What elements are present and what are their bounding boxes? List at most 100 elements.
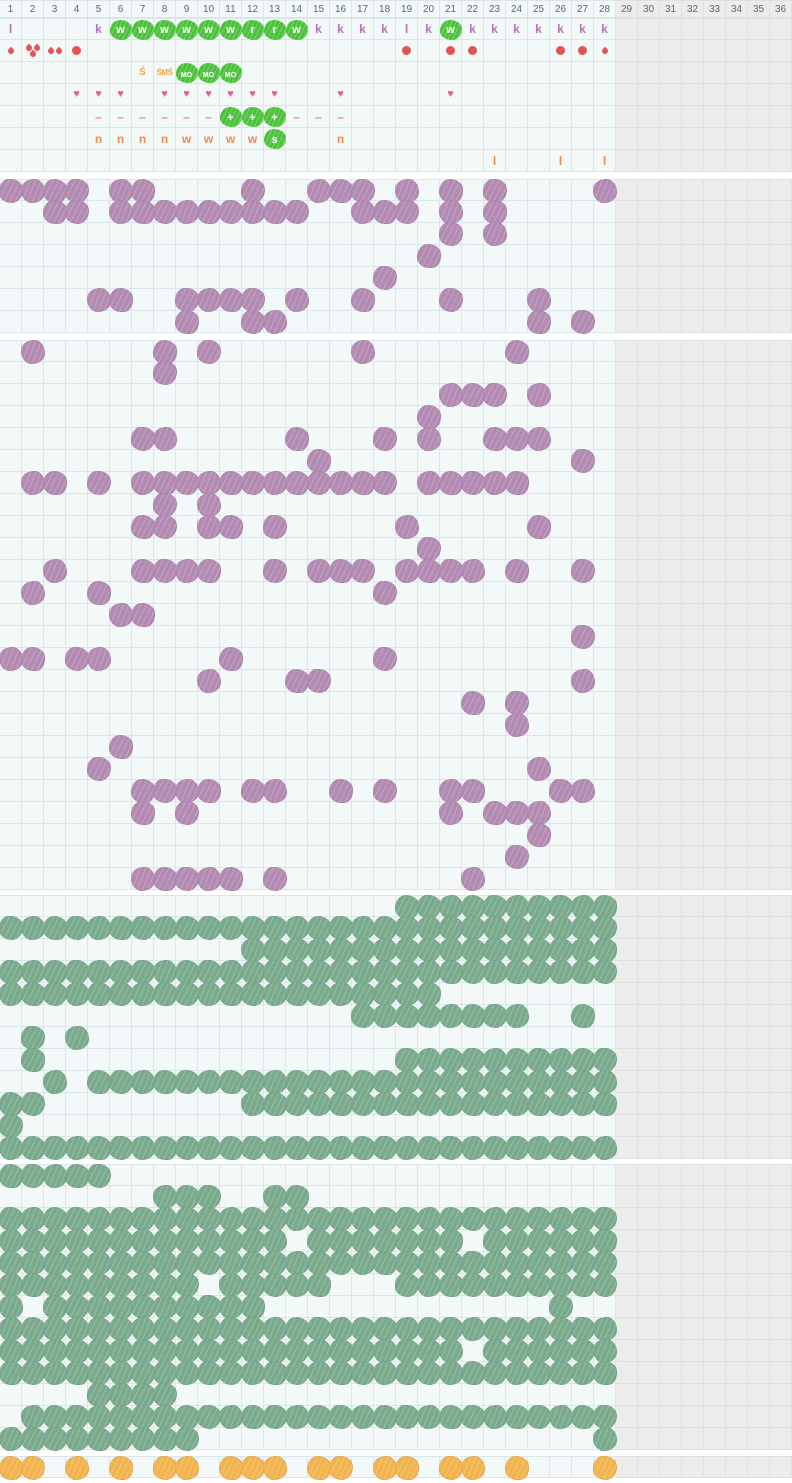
day-cell[interactable] <box>770 961 792 983</box>
day-cell[interactable] <box>132 406 154 428</box>
day-cell[interactable] <box>110 626 132 648</box>
day-cell[interactable] <box>418 1456 440 1478</box>
day-cell[interactable] <box>110 714 132 736</box>
day-cell[interactable] <box>704 626 726 648</box>
day-cell[interactable] <box>682 1164 704 1186</box>
day-cell[interactable] <box>328 915 354 941</box>
day-cell[interactable] <box>262 1338 288 1364</box>
day-cell[interactable] <box>154 736 176 758</box>
day-cell[interactable] <box>42 1135 68 1161</box>
day-cell[interactable] <box>506 538 528 560</box>
day-cell[interactable] <box>550 983 572 1005</box>
day-cell[interactable] <box>550 1027 572 1049</box>
day-cell[interactable] <box>548 1316 574 1342</box>
day-cell[interactable] <box>328 1069 354 1095</box>
day-cell[interactable]: ♥ <box>66 84 88 106</box>
day-cell[interactable] <box>130 800 156 826</box>
day-cell[interactable] <box>64 1426 90 1452</box>
day-cell[interactable] <box>460 866 486 892</box>
day-cell[interactable] <box>482 1003 508 1029</box>
day-cell[interactable] <box>726 1252 748 1274</box>
day-cell[interactable] <box>110 384 132 406</box>
day-cell[interactable] <box>198 895 220 917</box>
day-cell[interactable] <box>22 406 44 428</box>
day-cell[interactable] <box>704 450 726 472</box>
day-cell[interactable]: k <box>550 18 572 40</box>
day-cell[interactable] <box>550 84 572 106</box>
day-cell[interactable] <box>396 223 418 245</box>
day-cell[interactable] <box>726 516 748 538</box>
day-cell[interactable] <box>374 516 396 538</box>
day-cell[interactable] <box>86 1069 112 1095</box>
day-cell[interactable] <box>396 128 418 150</box>
day-cell[interactable] <box>682 311 704 333</box>
day-cell[interactable] <box>460 894 486 920</box>
day-cell[interactable] <box>682 538 704 560</box>
day-cell[interactable] <box>418 780 440 802</box>
day-cell[interactable] <box>484 1027 506 1049</box>
day-cell[interactable] <box>396 84 418 106</box>
day-cell[interactable] <box>440 1115 462 1137</box>
day-cell[interactable] <box>198 384 220 406</box>
day-cell[interactable] <box>504 844 530 870</box>
day-cell[interactable] <box>240 199 266 225</box>
day-cell[interactable] <box>550 311 572 333</box>
day-cell[interactable] <box>0 1384 22 1406</box>
day-cell[interactable] <box>330 1027 352 1049</box>
day-cell[interactable] <box>572 62 594 84</box>
day-cell[interactable] <box>526 1272 552 1298</box>
day-cell[interactable] <box>66 494 88 516</box>
day-cell[interactable] <box>418 670 440 692</box>
day-cell[interactable] <box>438 894 464 920</box>
day-cell[interactable] <box>748 692 770 714</box>
day-cell[interactable] <box>88 824 110 846</box>
day-cell[interactable] <box>88 1005 110 1027</box>
day-cell[interactable] <box>616 494 638 516</box>
day-cell[interactable] <box>770 62 792 84</box>
day-cell[interactable] <box>660 1005 682 1027</box>
day-cell[interactable] <box>66 516 88 538</box>
day-cell[interactable] <box>108 1426 134 1452</box>
day-cell[interactable] <box>262 1455 288 1481</box>
day-cell[interactable] <box>704 917 726 939</box>
day-cell[interactable] <box>770 917 792 939</box>
day-cell[interactable] <box>374 179 396 201</box>
day-cell[interactable] <box>528 582 550 604</box>
day-cell[interactable] <box>572 824 594 846</box>
day-cell[interactable] <box>374 1049 396 1071</box>
day-cell[interactable] <box>242 1005 264 1027</box>
day-cell[interactable] <box>350 1250 376 1276</box>
day-cell[interactable] <box>88 406 110 428</box>
day-cell[interactable] <box>660 1093 682 1115</box>
day-cell[interactable] <box>154 758 176 780</box>
day-cell[interactable] <box>220 1164 242 1186</box>
day-cell[interactable] <box>704 128 726 150</box>
day-cell[interactable] <box>352 714 374 736</box>
day-cell[interactable] <box>286 1456 308 1478</box>
day-cell[interactable] <box>308 758 330 780</box>
day-cell[interactable] <box>660 40 682 62</box>
day-cell[interactable] <box>726 179 748 201</box>
day-cell[interactable] <box>372 1091 398 1117</box>
day-cell[interactable] <box>682 895 704 917</box>
day-cell[interactable] <box>88 150 110 172</box>
day-cell[interactable] <box>440 40 462 62</box>
day-cell[interactable]: n <box>154 128 176 150</box>
day-cell[interactable] <box>130 1360 156 1386</box>
day-cell[interactable] <box>528 846 550 868</box>
day-cell[interactable] <box>440 648 462 670</box>
day-cell[interactable] <box>638 1093 660 1115</box>
day-cell[interactable] <box>682 362 704 384</box>
day-cell[interactable] <box>0 450 22 472</box>
day-cell[interactable] <box>44 84 66 106</box>
day-cell[interactable] <box>372 1338 398 1364</box>
day-cell[interactable] <box>682 692 704 714</box>
day-cell[interactable] <box>726 780 748 802</box>
day-cell[interactable] <box>704 340 726 362</box>
day-cell[interactable] <box>22 516 44 538</box>
day-cell[interactable] <box>526 756 552 782</box>
day-cell[interactable] <box>20 1228 46 1254</box>
day-cell[interactable] <box>616 1318 638 1340</box>
day-cell[interactable] <box>660 516 682 538</box>
day-cell[interactable] <box>594 1005 616 1027</box>
